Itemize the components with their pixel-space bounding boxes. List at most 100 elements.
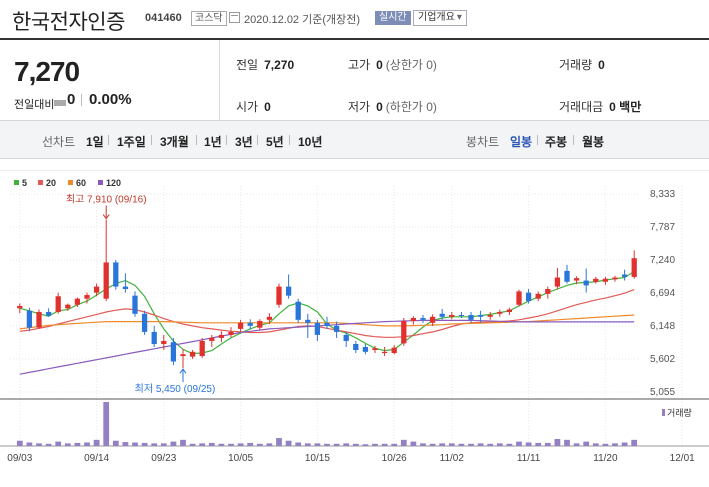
- candle-body: [314, 322, 321, 335]
- candle-body: [477, 314, 484, 317]
- volume-bar: [237, 443, 244, 446]
- volume-bar: [391, 443, 398, 446]
- candle: [391, 345, 397, 355]
- change-value: 0: [67, 91, 76, 108]
- price-summary: 7,270 전일대비 0 0.00% 전일 7,270 고가 0 (상한가 0) 거래…: [0, 38, 709, 122]
- volume-legend-label: 거래량: [667, 407, 692, 418]
- volume-bar: [103, 402, 110, 446]
- high-value: 0: [376, 58, 383, 72]
- high-arrowhead: [102, 214, 110, 220]
- candle: [314, 319, 321, 341]
- candle: [84, 292, 90, 304]
- corp-info-dropdown[interactable]: 기업개요 ▾: [413, 10, 467, 26]
- open-label: 시가: [236, 100, 259, 114]
- volume-bar: [621, 442, 628, 446]
- volume-bar: [400, 439, 407, 446]
- y-axis: 8,333 7,787 7,240 6,694 6,148 5,602 5,055: [650, 189, 675, 398]
- period-3y[interactable]: 3년: [235, 135, 253, 149]
- candle: [439, 308, 445, 320]
- candle-body: [525, 292, 532, 302]
- candle: [122, 273, 129, 293]
- volume-bar: [122, 442, 129, 446]
- candle: [420, 314, 426, 323]
- candle: [477, 310, 484, 323]
- divider: [289, 135, 290, 145]
- candle: [353, 340, 359, 354]
- y-tick-label: 5,055: [650, 387, 675, 398]
- y-tick-label: 8,333: [650, 189, 675, 200]
- candle: [487, 311, 493, 320]
- stock-name: 한국전자인증: [12, 11, 125, 34]
- candle: [113, 260, 119, 290]
- candle-body: [113, 262, 119, 287]
- volume-bar: [448, 443, 455, 446]
- candle-body: [362, 347, 369, 352]
- legend-label-60: 60: [76, 178, 86, 188]
- volume-bar: [314, 443, 321, 446]
- volume-bar: [266, 443, 273, 446]
- y-tick-label: 7,240: [650, 255, 675, 266]
- volume-bar: [208, 442, 215, 446]
- realtime-button[interactable]: 실시간: [375, 11, 411, 25]
- quote-date: 2020.12.02 기준(개장전): [244, 14, 361, 26]
- volume-bar: [276, 438, 282, 446]
- volume-bar: [381, 443, 388, 446]
- volume-bar: [573, 443, 580, 446]
- volume-bar: [487, 443, 494, 446]
- candle-monthly[interactable]: 월봉: [582, 135, 605, 149]
- divider: [537, 135, 538, 145]
- candle: [209, 334, 215, 347]
- candle-body: [324, 322, 330, 326]
- y-tick-label: 6,148: [650, 321, 675, 332]
- candle-body: [36, 311, 42, 328]
- candle: [257, 319, 263, 331]
- candle: [381, 347, 388, 357]
- amount-value: 0 백만: [609, 100, 642, 114]
- period-1w[interactable]: 1주일: [117, 135, 146, 149]
- candle: [170, 337, 177, 366]
- stock-chart[interactable]: 5 20 60 120 8,333 7,787 7,240 6,694 6,148 5,602 5…: [0, 170, 709, 487]
- candle-body: [343, 334, 349, 341]
- volume-bar: [343, 443, 350, 446]
- period-1y[interactable]: 1년: [204, 135, 222, 149]
- volume-bar: [74, 442, 81, 446]
- volume-bar: [295, 442, 302, 446]
- calendar-icon: [229, 12, 240, 23]
- candle: [525, 289, 532, 304]
- candle-body: [26, 310, 33, 328]
- period-selector: 선차트 1일 1주일 3개월 1년 3년 5년 10년 봉차트 일봉 주봉 월봉: [0, 121, 709, 159]
- candle: [583, 268, 589, 293]
- period-3m[interactable]: 3개월: [160, 135, 189, 149]
- volume-bar: [324, 443, 330, 446]
- volume-bar: [304, 443, 311, 446]
- candle: [458, 311, 465, 319]
- volume-bar: [93, 439, 100, 446]
- period-10y[interactable]: 10년: [298, 135, 323, 149]
- volume-bar: [410, 441, 417, 446]
- ma-line-5: [19, 270, 635, 355]
- candle-body: [141, 313, 148, 332]
- candle: [343, 331, 349, 347]
- candle: [74, 297, 81, 308]
- candle: [228, 327, 234, 338]
- candle: [266, 313, 273, 325]
- period-5y[interactable]: 5년: [266, 135, 284, 149]
- candle-body: [180, 354, 186, 357]
- candle-body: [45, 311, 52, 316]
- lower-limit: (하한가 0): [385, 100, 437, 114]
- candle-body: [573, 278, 580, 281]
- candle: [506, 307, 513, 315]
- candle-daily[interactable]: 일봉: [510, 135, 533, 149]
- candle: [564, 264, 570, 284]
- volume-bar: [84, 442, 90, 446]
- period-1d[interactable]: 1일: [86, 135, 104, 149]
- candle: [468, 311, 474, 323]
- candle-weekly[interactable]: 주봉: [545, 135, 568, 149]
- candle-body: [621, 274, 628, 277]
- upper-limit: (상한가 0): [385, 58, 437, 72]
- market-badge: 코스닥: [191, 11, 227, 26]
- x-tick-label: 09/23: [151, 453, 176, 464]
- volume-bar: [602, 443, 609, 446]
- volume-field: 거래량 0: [559, 56, 605, 73]
- candle: [362, 343, 369, 355]
